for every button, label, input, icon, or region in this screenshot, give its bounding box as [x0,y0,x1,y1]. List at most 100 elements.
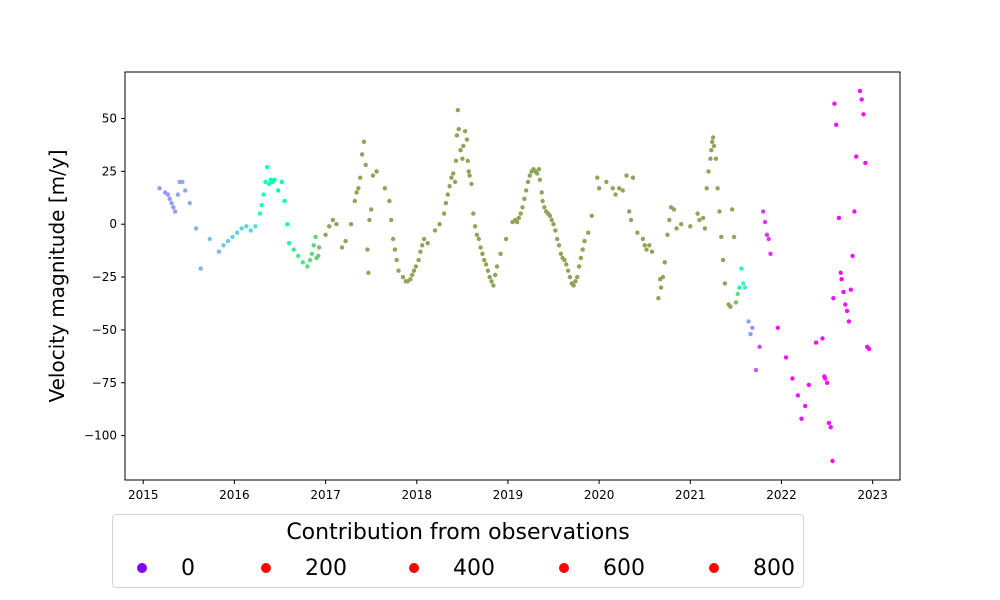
data-point [715,186,720,191]
data-point [711,143,717,149]
data-point [334,222,339,227]
data-point [617,186,622,191]
data-point [452,179,458,185]
data-point [665,232,670,237]
data-point [363,162,368,168]
data-point [662,260,667,265]
data-point [447,184,452,189]
data-point [844,308,850,314]
data-point [465,158,470,163]
data-point [841,289,846,295]
x-tick-label: 2020 [584,488,615,502]
data-point [750,325,755,330]
data-point [604,179,609,185]
data-point [443,200,449,206]
data-point [861,112,866,117]
data-point [313,234,318,240]
data-point [498,251,503,256]
data-point [317,245,322,250]
data-point [667,217,672,223]
legend-marker [409,563,419,573]
data-point [739,266,744,271]
legend-marker [559,563,569,573]
data-point [710,135,716,140]
data-point [343,238,348,244]
data-point [456,126,461,132]
data-point [571,283,576,288]
data-point [742,285,748,290]
data-point [635,230,640,235]
data-point [309,251,315,256]
data-point [624,173,629,178]
plot-area [124,71,901,481]
data-point [768,251,773,256]
data-point [706,169,711,174]
data-point [620,188,625,193]
data-point [695,211,700,216]
legend-entry: 800 [709,555,795,581]
data-point [392,247,398,252]
data-point [824,380,830,385]
data-point [467,173,472,178]
data-point [323,232,328,237]
data-point [549,217,554,223]
data-point [253,224,258,229]
data-point [857,88,863,94]
data-point [746,319,751,324]
data-point [783,355,789,360]
data-point [539,190,544,195]
data-point [536,167,542,172]
data-point [852,209,857,214]
data-point [487,274,492,280]
data-point [567,274,573,280]
legend-label: 0 [181,555,195,581]
data-point [522,196,527,201]
data-point [708,156,713,161]
data-point [534,171,540,176]
data-point [642,243,647,248]
x-tick-label: 2017 [310,488,341,502]
data-point [630,175,636,180]
data-point [358,175,363,180]
data-point [466,169,471,174]
data-point [731,234,737,240]
data-point [461,143,466,149]
data-point [834,122,839,128]
data-point [300,260,305,265]
data-points [157,88,872,464]
y-tick-label: −100 [84,429,117,443]
data-point [826,420,832,426]
data-point [454,133,460,138]
data-point [697,217,702,223]
data-point [722,281,728,286]
y-tick-label: −75 [92,376,117,390]
data-point [263,179,268,185]
data-point [311,243,316,248]
data-point [410,272,415,278]
legend-title: Contribution from observations [286,520,630,545]
data-point [425,241,430,246]
data-point [327,224,332,229]
data-point [421,236,427,242]
data-point [244,224,249,229]
data-point [728,304,733,309]
data-point [408,277,413,282]
data-point [198,266,203,271]
y-tick-label: 50 [102,112,117,126]
x-tick-label: 2023 [857,488,888,502]
data-point [172,209,178,214]
legend-entry: 200 [261,555,347,581]
legend-entry: 0 [137,555,195,581]
y-tick-label: 0 [109,217,117,231]
data-point [370,173,376,178]
data-point [537,177,543,182]
data-point [462,129,468,134]
data-point [527,173,532,178]
data-point [476,236,481,242]
data-point [516,215,522,221]
data-point [518,211,523,216]
data-point [307,257,313,263]
data-point [795,393,801,398]
data-point [562,257,567,263]
data-point [418,249,423,254]
